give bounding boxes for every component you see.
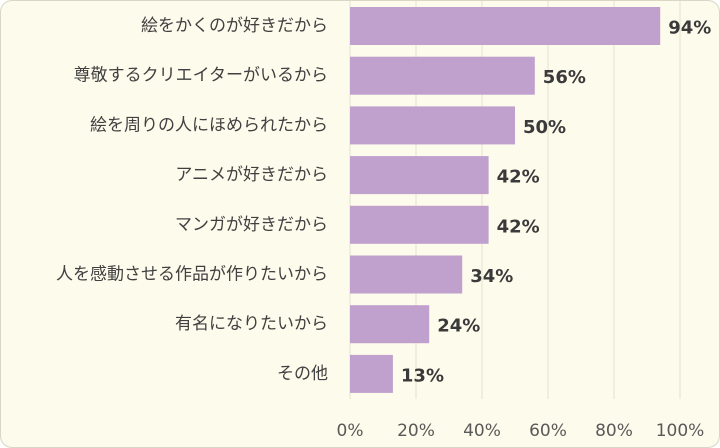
bar xyxy=(350,56,535,95)
bar xyxy=(350,205,489,244)
x-tick-label: 40% xyxy=(463,421,501,441)
value-label: 42% xyxy=(497,167,540,188)
bar xyxy=(350,106,515,145)
value-label: 50% xyxy=(523,117,566,138)
value-label: 56% xyxy=(543,67,586,88)
bar xyxy=(350,255,463,294)
x-tick-label: 20% xyxy=(397,421,435,441)
value-label: 42% xyxy=(497,216,540,237)
category-label: 絵を周りの人にほめられたから xyxy=(90,115,328,135)
x-tick-label: 0% xyxy=(337,421,364,441)
category-label: 有名になりたいから xyxy=(175,314,328,334)
category-label: 絵をかくのが好きだから xyxy=(141,16,328,36)
bar xyxy=(350,7,661,45)
bar xyxy=(350,305,430,344)
category-label: アニメが好きだから xyxy=(175,165,328,185)
value-label: 13% xyxy=(401,365,444,386)
bar xyxy=(350,156,489,195)
value-label: 34% xyxy=(470,266,513,287)
bar xyxy=(350,354,393,393)
category-label: その他 xyxy=(277,364,328,384)
x-tick-label: 60% xyxy=(529,421,567,441)
category-label: 人を感動させる作品が作りたいから xyxy=(56,265,328,285)
category-label: 尊敬するクリエイターがいるから xyxy=(74,66,328,86)
value-label: 94% xyxy=(668,18,711,39)
x-tick-label: 100% xyxy=(656,421,705,441)
category-label: マンガが好きだから xyxy=(175,215,328,235)
value-label: 24% xyxy=(437,316,480,337)
x-tick-label: 80% xyxy=(595,421,633,441)
